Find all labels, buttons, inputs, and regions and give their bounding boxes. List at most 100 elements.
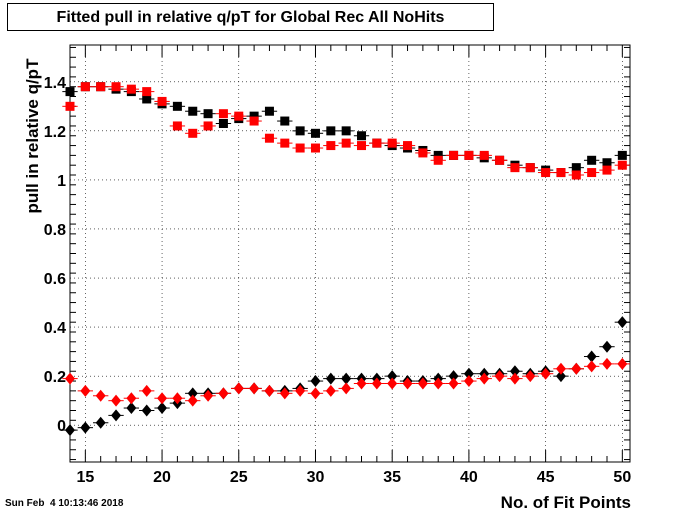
data-point-square [357,131,367,141]
data-point-diamond [126,392,137,405]
data-point-diamond [187,394,198,407]
data-point-square [172,121,182,131]
data-point-square [510,163,520,173]
data-point-diamond [264,384,275,397]
data-point-diamond [402,377,413,390]
data-point-diamond [525,370,536,383]
data-point-square [188,128,198,138]
data-point-diamond [141,384,152,397]
data-point-diamond [433,377,444,390]
data-point-square [602,158,612,168]
y-tick-label: 0.2 [44,369,66,386]
data-point-diamond [555,362,566,375]
data-point-diamond [448,377,459,390]
data-point-diamond [341,382,352,395]
data-point-square [264,106,274,116]
data-point-square [249,111,259,121]
data-point-diamond [249,382,260,395]
data-point-diamond [126,402,137,415]
data-point-square [617,150,627,160]
data-point-diamond [387,370,398,383]
data-point-square [464,150,474,160]
x-tick-label: 50 [613,469,631,486]
data-point-square [218,109,228,119]
x-tick-label: 20 [153,469,171,486]
data-point-square [571,163,581,173]
x-tick-label: 30 [307,469,325,486]
data-point-diamond [310,375,321,388]
data-point-diamond [601,357,612,370]
y-tick-label: 1.2 [44,124,66,141]
data-point-square [203,109,213,119]
data-point-square [157,96,167,106]
data-point-square [357,141,367,151]
data-point-square [310,143,320,153]
data-point-diamond [80,384,91,397]
data-point-diamond [555,370,566,383]
data-point-square [111,82,121,92]
data-point-square [142,94,152,104]
data-point-square [142,87,152,97]
data-point-square [418,148,428,158]
data-point-square [541,168,551,178]
data-point-square [372,138,382,148]
data-point-diamond [387,377,398,390]
data-point-square [295,143,305,153]
data-point-diamond [218,387,229,400]
x-tick-label: 25 [230,469,248,486]
plot-area [70,45,630,462]
data-point-square [203,121,213,131]
data-point-diamond [65,372,75,385]
data-point-diamond [325,372,336,385]
data-point-square [218,118,228,128]
data-point-square [433,150,443,160]
y-tick-label: 1 [57,173,66,190]
data-point-diamond [463,375,474,388]
data-point-diamond [325,384,336,397]
data-point-square [387,138,397,148]
chart-title-box: Fitted pull in relative q/pT for Global … [7,3,494,31]
data-point-square [403,141,413,151]
data-point-diamond [586,350,597,363]
data-point-square [602,165,612,175]
x-tick-label: 45 [537,469,555,486]
data-point-diamond [509,365,520,378]
data-point-square [587,168,597,178]
data-point-square [65,87,75,97]
data-point-square [280,116,290,126]
data-point-square [295,126,305,136]
data-point-diamond [95,389,106,402]
data-point-diamond [540,367,551,380]
data-point-square [433,155,443,165]
data-point-square [479,150,489,160]
data-point-square [280,138,290,148]
data-point-diamond [157,402,168,415]
data-point-square [172,101,182,111]
y-tick-label: 0.6 [44,271,66,288]
data-point-diamond [341,372,352,385]
data-point-diamond [571,362,582,375]
data-point-diamond [494,370,505,383]
chart-title: Fitted pull in relative q/pT for Global … [56,9,445,26]
data-point-diamond [617,357,628,370]
y-axis-label: pull in relative q/pT [23,58,42,214]
data-point-square [310,128,320,138]
data-point-square [264,133,274,143]
data-point-diamond [509,372,520,385]
data-point-diamond [295,384,306,397]
data-point-diamond [141,404,152,417]
data-point-square [249,116,259,126]
data-point-diamond [65,424,75,437]
data-point-diamond [417,377,428,390]
data-point-square [326,141,336,151]
y-tick-label: 0.8 [44,222,66,239]
timestamp: Sun Feb 4 10:13:46 2018 [5,498,124,509]
data-point-square [617,160,627,170]
data-point-diamond [310,387,321,400]
x-tick-label: 15 [76,469,94,486]
x-tick-label: 35 [383,469,401,486]
data-point-diamond [187,387,198,400]
data-point-diamond [448,370,459,383]
data-point-square [126,84,136,94]
